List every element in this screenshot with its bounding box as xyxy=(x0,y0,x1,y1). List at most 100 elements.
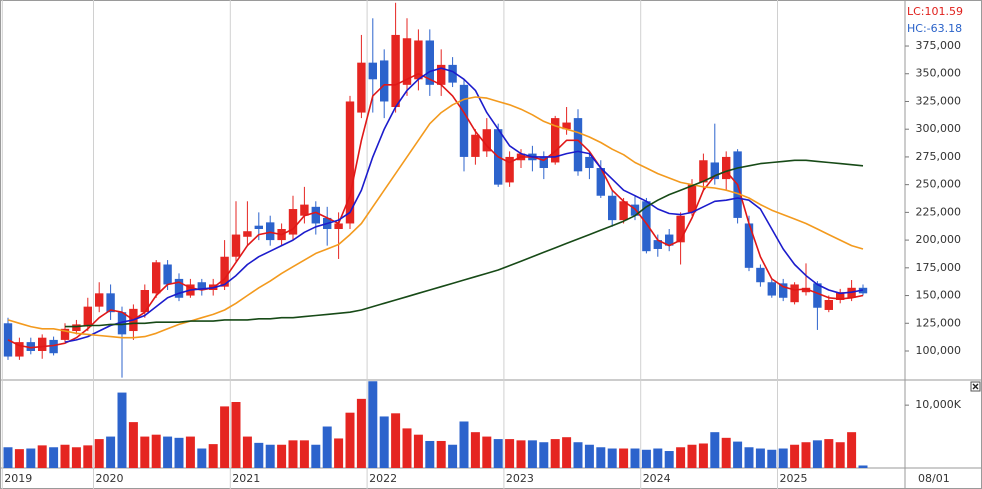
volume-bar xyxy=(231,402,241,468)
volume-bar xyxy=(14,449,24,468)
y-tick-label: 300,000 xyxy=(916,122,962,135)
candle-body xyxy=(562,122,571,130)
volume-bar xyxy=(242,436,252,468)
volume-bar xyxy=(345,412,355,468)
close-button[interactable] xyxy=(970,381,981,392)
y-tick-label: 275,000 xyxy=(916,150,962,163)
volume-bar xyxy=(379,416,389,468)
volume-bar xyxy=(60,444,70,468)
candle-body xyxy=(665,234,674,246)
volume-bar xyxy=(3,447,13,468)
volume-bar xyxy=(413,434,423,468)
volume-bar xyxy=(653,448,663,468)
candle-body xyxy=(482,129,491,152)
candle-body xyxy=(653,240,662,249)
volume-bar xyxy=(790,444,800,468)
candle-body xyxy=(95,293,104,307)
volume-bar xyxy=(630,448,640,468)
volume-bar xyxy=(208,444,218,468)
volume-bar xyxy=(596,447,606,468)
candle-body xyxy=(779,283,788,298)
volume-bar xyxy=(26,448,36,468)
candle-body xyxy=(49,339,58,354)
y-tick-label: 325,000 xyxy=(916,94,962,107)
volume-bar xyxy=(801,442,811,468)
candle-body xyxy=(414,40,423,80)
volume-bar xyxy=(505,439,515,468)
y-tick-label: 125,000 xyxy=(916,316,962,329)
volume-bar xyxy=(448,444,458,468)
candle-body xyxy=(197,282,206,291)
volume-bar xyxy=(356,398,366,468)
volume-bar xyxy=(391,413,401,468)
volume-bar xyxy=(744,447,754,468)
candle-body xyxy=(402,38,412,85)
volume-bar xyxy=(311,444,321,468)
moving-average-line xyxy=(64,67,864,343)
candle-body xyxy=(334,223,343,230)
volume-bar xyxy=(128,422,138,468)
volume-bar xyxy=(550,439,560,468)
candle-body xyxy=(60,328,70,340)
candle-body xyxy=(813,283,822,308)
y-tick-label: 10,000K xyxy=(915,398,961,411)
legend-label: LC:101.59 xyxy=(907,5,963,18)
volume-bar xyxy=(254,442,264,468)
candle-body xyxy=(288,209,298,235)
volume-bar xyxy=(117,392,127,468)
candle-body xyxy=(471,134,480,157)
volume-bar xyxy=(37,445,47,468)
candle-body xyxy=(585,156,594,169)
candle-body xyxy=(824,299,833,310)
close-icon[interactable] xyxy=(972,383,979,390)
candle-body xyxy=(722,156,731,180)
y-tick-label: 200,000 xyxy=(916,233,962,246)
candle-body xyxy=(300,204,309,216)
x-end-label: 08/01 xyxy=(918,472,950,485)
volume-bar xyxy=(687,444,697,468)
candle-body xyxy=(619,201,628,221)
candle-body xyxy=(231,234,241,257)
x-tick-label: 2021 xyxy=(232,472,260,485)
volume-bar xyxy=(368,381,378,468)
volume-bar xyxy=(459,421,469,468)
volume-bar xyxy=(516,440,526,468)
volume-bar xyxy=(539,442,549,468)
candle-body xyxy=(174,278,184,298)
candle-body xyxy=(676,215,685,243)
volume-bar xyxy=(562,437,572,468)
x-tick-label: 2022 xyxy=(369,472,397,485)
candle-body xyxy=(266,222,275,241)
volume-bar xyxy=(824,439,834,468)
volume-bar xyxy=(106,436,116,468)
volume-bar xyxy=(482,436,492,468)
volume-bar xyxy=(607,448,617,468)
y-tick-label: 225,000 xyxy=(916,205,962,218)
volume-bar xyxy=(527,440,537,468)
candle-body xyxy=(106,293,115,313)
candle-body xyxy=(836,292,845,300)
candle-body xyxy=(117,312,127,335)
volume-bar xyxy=(778,448,788,468)
volume-bar xyxy=(425,440,435,468)
candle-body xyxy=(368,62,377,80)
volume-bar xyxy=(334,438,344,468)
candle-body xyxy=(699,160,708,183)
volume-bar xyxy=(151,434,161,468)
candle-body xyxy=(380,60,389,102)
volume-bar xyxy=(733,441,743,468)
volume-bar xyxy=(140,436,150,468)
candle-body xyxy=(357,62,366,113)
candle-body xyxy=(448,64,457,83)
candle-body xyxy=(391,34,400,108)
volume-bar xyxy=(402,428,412,468)
candle-body xyxy=(687,184,697,213)
moving-average-line xyxy=(7,96,864,339)
volume-bar xyxy=(619,448,629,468)
candle-body xyxy=(551,118,560,163)
candle-body xyxy=(15,342,24,357)
candle-body xyxy=(163,264,172,285)
x-tick-label: 2024 xyxy=(643,472,671,485)
volume-bar xyxy=(197,448,207,468)
